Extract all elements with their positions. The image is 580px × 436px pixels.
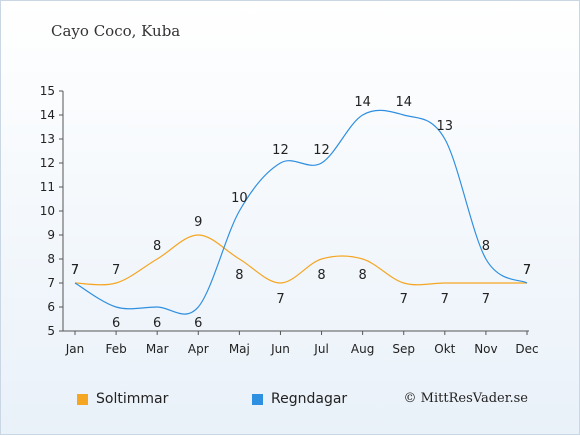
data-label-soltimmar: 7 bbox=[482, 292, 490, 307]
data-label-regndagar: 13 bbox=[437, 119, 454, 134]
y-tick-label: 14 bbox=[40, 108, 55, 122]
x-tick-label: Okt bbox=[434, 342, 455, 356]
data-label-regndagar: 12 bbox=[272, 143, 289, 158]
data-label-soltimmar: 8 bbox=[153, 239, 161, 254]
data-label-regndagar: 6 bbox=[112, 316, 120, 331]
legend-label-soltimmar: Soltimmar bbox=[96, 391, 169, 407]
data-label-regndagar: 10 bbox=[231, 191, 248, 206]
legend-label-regndagar: Regndagar bbox=[271, 391, 348, 407]
y-tick-label: 8 bbox=[47, 252, 55, 266]
data-label-soltimmar: 7 bbox=[276, 292, 284, 307]
y-tick-label: 11 bbox=[40, 180, 55, 194]
x-tick-label: Maj bbox=[229, 342, 250, 356]
y-tick-label: 5 bbox=[47, 324, 55, 338]
y-tick-label: 7 bbox=[47, 276, 55, 290]
y-tick-label: 6 bbox=[47, 300, 55, 314]
y-tick-label: 13 bbox=[40, 132, 55, 146]
series-line-regndagar bbox=[74, 109, 528, 315]
data-label-regndagar: 6 bbox=[194, 316, 202, 331]
x-tick-label: Apr bbox=[188, 342, 209, 356]
x-tick-label: Feb bbox=[105, 342, 126, 356]
y-tick-label: 15 bbox=[40, 84, 55, 98]
data-label-soltimmar: 7 bbox=[71, 263, 79, 278]
data-label-soltimmar: 8 bbox=[358, 268, 366, 283]
series-line-soltimmar bbox=[74, 234, 527, 286]
x-tick-label: Mar bbox=[146, 342, 169, 356]
y-tick-label: 9 bbox=[47, 228, 55, 242]
data-label-regndagar: 14 bbox=[354, 95, 371, 110]
data-label-regndagar: 12 bbox=[313, 143, 330, 158]
data-label-soltimmar: 7 bbox=[523, 263, 531, 278]
chart-title: Cayo Coco, Kuba bbox=[51, 22, 181, 40]
data-label-regndagar: 14 bbox=[395, 95, 412, 110]
y-tick-label: 12 bbox=[40, 156, 55, 170]
y-tick-label: 10 bbox=[40, 204, 55, 218]
data-label-soltimmar: 8 bbox=[317, 268, 325, 283]
x-tick-label: Dec bbox=[515, 342, 538, 356]
x-tick-label: Nov bbox=[474, 342, 497, 356]
x-tick-label: Jan bbox=[65, 342, 85, 356]
data-label-regndagar: 8 bbox=[482, 239, 490, 254]
data-label-soltimmar: 9 bbox=[194, 215, 202, 230]
x-tick-label: Jun bbox=[270, 342, 290, 356]
data-label-soltimmar: 7 bbox=[400, 292, 408, 307]
legend-item-regndagar: Regndagar bbox=[252, 391, 347, 407]
data-label-soltimmar: 8 bbox=[235, 268, 243, 283]
data-label-regndagar: 6 bbox=[153, 316, 161, 331]
x-tick-label: Aug bbox=[351, 342, 374, 356]
data-label-regndagar: 7 bbox=[71, 263, 79, 278]
x-tick-label: Jul bbox=[313, 342, 328, 356]
data-label-soltimmar: 7 bbox=[441, 292, 449, 307]
data-label-soltimmar: 7 bbox=[112, 263, 120, 278]
legend-swatch-soltimmar bbox=[77, 393, 88, 405]
legend-swatch-regndagar bbox=[252, 393, 263, 405]
legend-item-soltimmar: Soltimmar bbox=[77, 391, 168, 407]
copyright-text: © MittResVader.se bbox=[403, 391, 528, 406]
data-label-regndagar: 7 bbox=[523, 263, 531, 278]
x-tick-label: Sep bbox=[392, 342, 415, 356]
